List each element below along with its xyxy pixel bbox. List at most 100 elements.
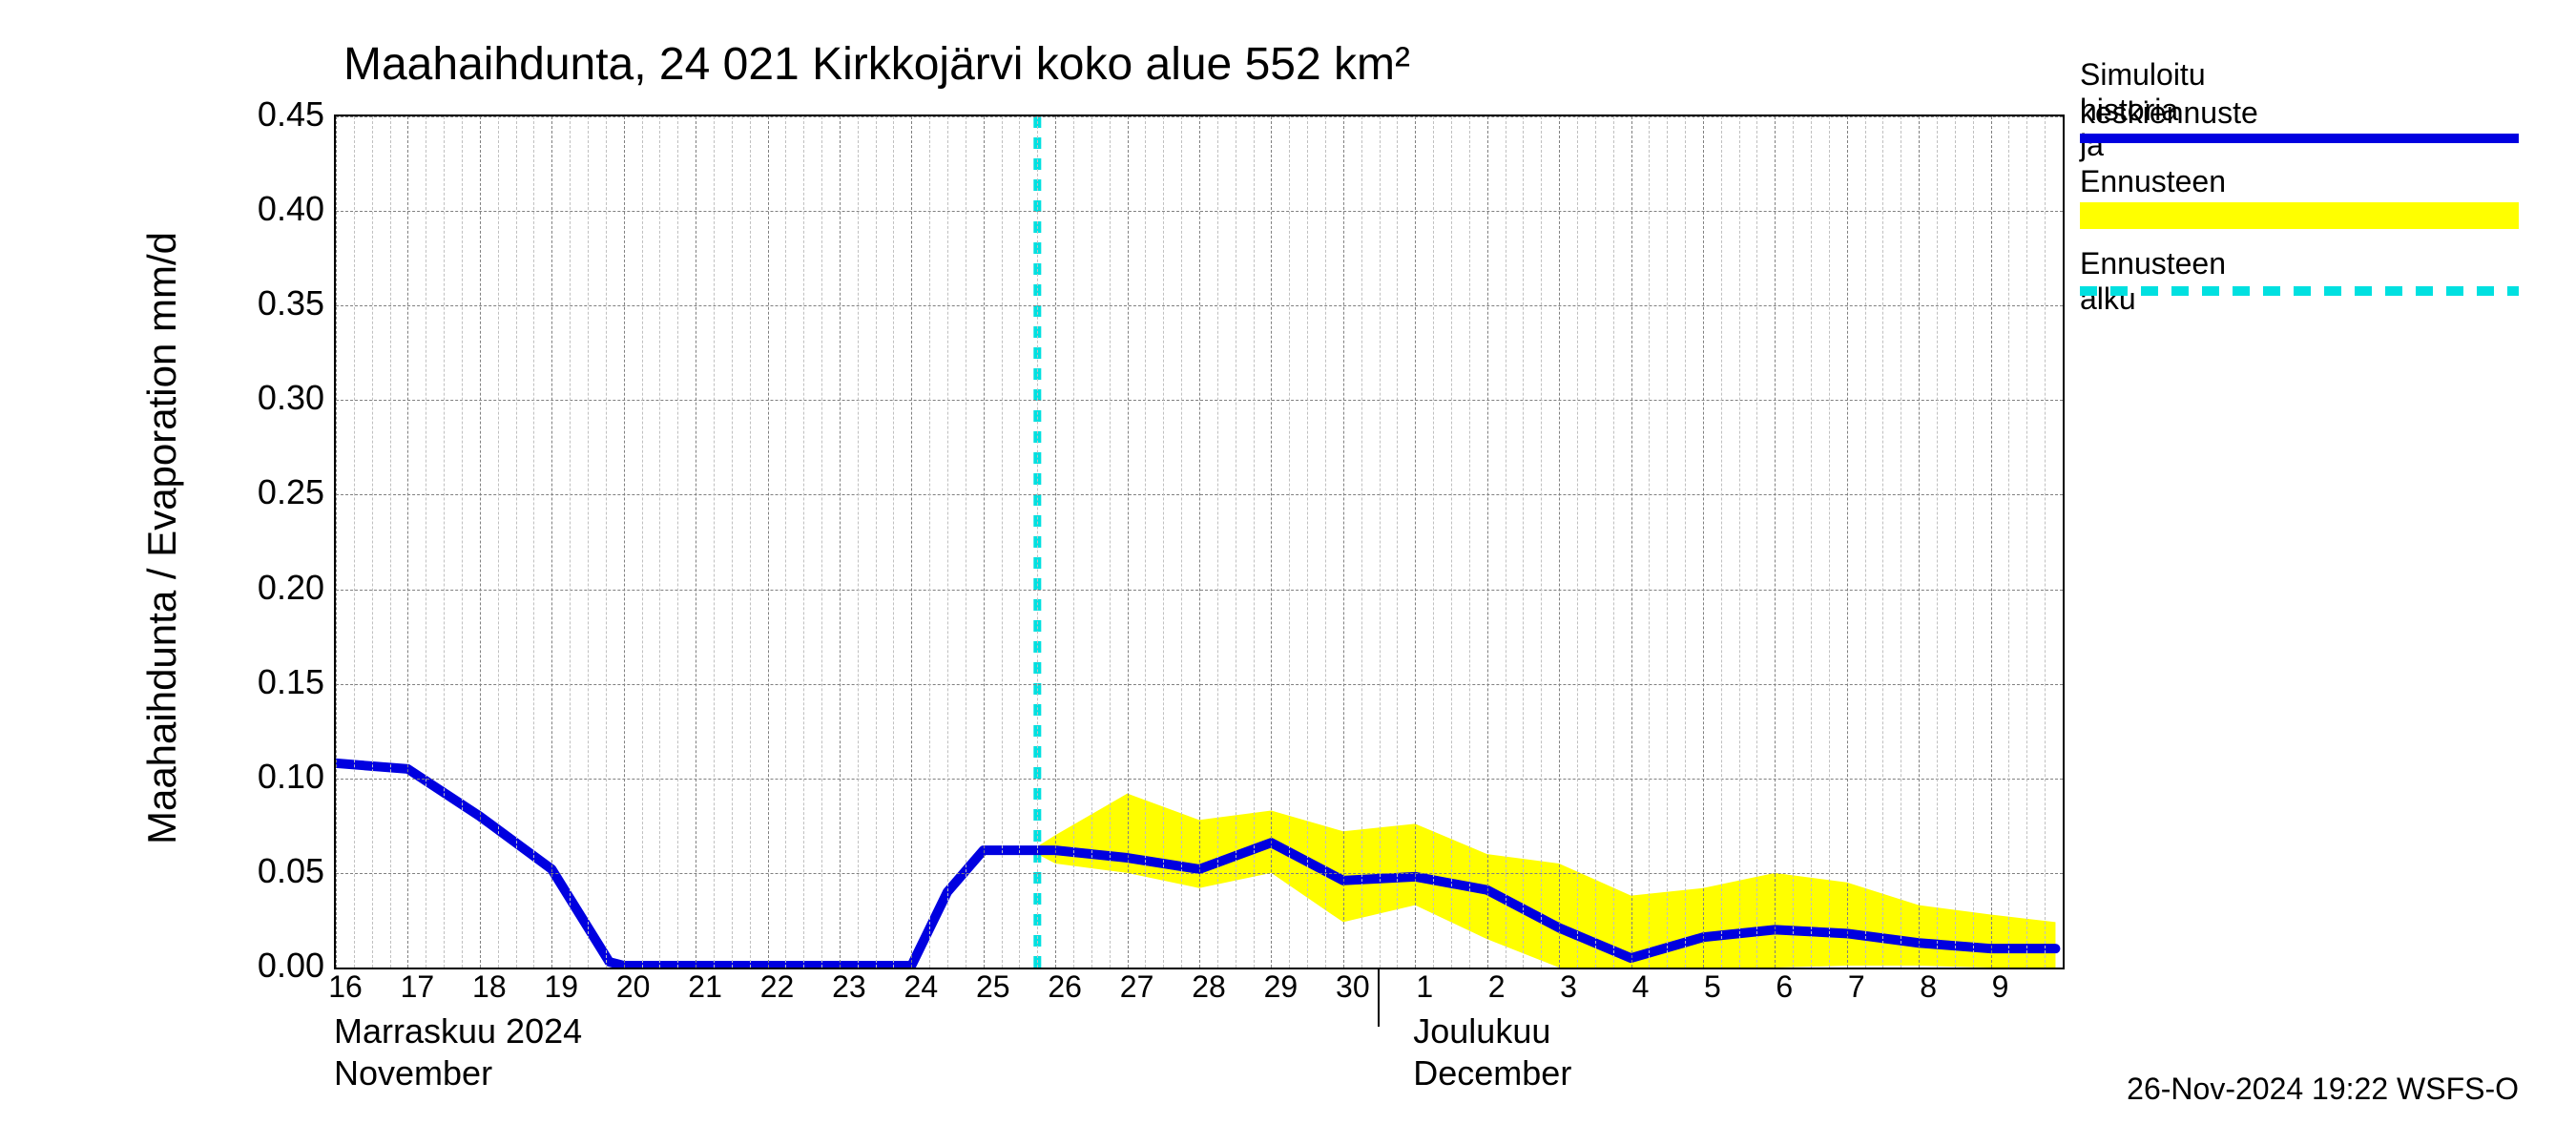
- x-tick-label: 6: [1776, 969, 1793, 1005]
- minor-grid-v: [893, 116, 894, 968]
- minor-grid-v: [1739, 116, 1740, 968]
- minor-grid-v: [929, 116, 930, 968]
- grid-line-v: [407, 116, 408, 968]
- minor-grid-v: [1685, 116, 1686, 968]
- grid-line-v: [1559, 116, 1560, 968]
- minor-grid-v: [1163, 116, 1164, 968]
- grid-line-v: [840, 116, 841, 968]
- x-tick-label: 17: [401, 969, 435, 1005]
- legend-label: Ennusteen alku: [2080, 246, 2226, 317]
- minor-grid-v: [1577, 116, 1578, 968]
- minor-grid-v: [1289, 116, 1290, 968]
- minor-grid-v: [1037, 116, 1038, 968]
- y-tick-label: 0.45: [219, 94, 324, 135]
- minor-grid-v: [1325, 116, 1326, 968]
- minor-grid-v: [1091, 116, 1092, 968]
- y-tick-label: 0.15: [219, 662, 324, 702]
- grid-line-v: [1631, 116, 1632, 968]
- minor-grid-v: [462, 116, 463, 968]
- chart-container: Maahaihdunta, 24 021 Kirkkojärvi koko al…: [0, 0, 2576, 1145]
- x-tick-label: 8: [1920, 969, 1937, 1005]
- minor-grid-v: [372, 116, 373, 968]
- x-tick-label: 26: [1048, 969, 1082, 1005]
- grid-line-v: [984, 116, 985, 968]
- minor-grid-v: [516, 116, 517, 968]
- x-tick-label: 20: [616, 969, 651, 1005]
- legend-swatch: [2080, 284, 2519, 302]
- x-tick-label: 27: [1120, 969, 1154, 1005]
- x-tick-label: 2: [1488, 969, 1506, 1005]
- x-tick-label: 7: [1848, 969, 1865, 1005]
- minor-grid-v: [1110, 116, 1111, 968]
- month-label-en: December: [1413, 1053, 1571, 1093]
- minor-grid-v: [1254, 116, 1255, 968]
- minor-grid-v: [1019, 116, 1020, 968]
- footer-timestamp: 26-Nov-2024 19:22 WSFS-O: [2127, 1072, 2519, 1107]
- minor-grid-v: [1451, 116, 1452, 968]
- legend-label: keskiennuste: [2080, 95, 2258, 131]
- main-series-line: [336, 763, 2055, 966]
- y-tick-label: 0.10: [219, 757, 324, 797]
- x-tick-label: 22: [760, 969, 795, 1005]
- minor-grid-v: [570, 116, 571, 968]
- minor-grid-v: [803, 116, 804, 968]
- minor-grid-v: [1882, 116, 1883, 968]
- grid-line-v: [1415, 116, 1416, 968]
- month-separator: [1378, 969, 1380, 1027]
- chart-title: Maahaihdunta, 24 021 Kirkkojärvi koko al…: [343, 38, 1410, 91]
- x-tick-label: 21: [688, 969, 722, 1005]
- minor-grid-v: [1955, 116, 1956, 968]
- minor-grid-v: [1649, 116, 1650, 968]
- x-tick-label: 1: [1416, 969, 1433, 1005]
- grid-line-v: [1991, 116, 1992, 968]
- minor-grid-v: [732, 116, 733, 968]
- grid-line-v: [1271, 116, 1272, 968]
- y-tick-label: 0.35: [219, 283, 324, 323]
- minor-grid-v: [1073, 116, 1074, 968]
- x-tick-label: 4: [1632, 969, 1650, 1005]
- minor-grid-v: [821, 116, 822, 968]
- minor-grid-v: [1380, 116, 1381, 968]
- minor-grid-v: [1181, 116, 1182, 968]
- y-tick-label: 0.25: [219, 472, 324, 512]
- minor-grid-v: [1829, 116, 1830, 968]
- minor-grid-v: [1756, 116, 1757, 968]
- minor-grid-v: [1397, 116, 1398, 968]
- y-tick-label: 0.30: [219, 378, 324, 418]
- grid-line-v: [1343, 116, 1344, 968]
- minor-grid-v: [714, 116, 715, 968]
- y-axis-label: Maahaihdunta / Evaporation mm/d: [139, 109, 185, 968]
- grid-line-v: [1847, 116, 1848, 968]
- grid-line-v: [480, 116, 481, 968]
- minor-grid-v: [390, 116, 391, 968]
- x-tick-label: 23: [832, 969, 866, 1005]
- minor-grid-v: [354, 116, 355, 968]
- x-tick-label: 25: [976, 969, 1010, 1005]
- minor-grid-v: [947, 116, 948, 968]
- x-tick-label: 16: [328, 969, 363, 1005]
- x-tick-label: 3: [1560, 969, 1577, 1005]
- minor-grid-v: [1217, 116, 1218, 968]
- grid-line-v: [911, 116, 912, 968]
- minor-grid-v: [1865, 116, 1866, 968]
- minor-grid-v: [1523, 116, 1524, 968]
- y-tick-label: 0.20: [219, 568, 324, 608]
- month-label-fi: Joulukuu: [1413, 1011, 1550, 1051]
- minor-grid-v: [1811, 116, 1812, 968]
- x-tick-label: 30: [1336, 969, 1370, 1005]
- grid-line-v: [1487, 116, 1488, 968]
- x-tick-label: 24: [904, 969, 939, 1005]
- month-label-fi: Marraskuu 2024: [334, 1011, 582, 1051]
- x-tick-label: 5: [1704, 969, 1721, 1005]
- minor-grid-v: [1721, 116, 1722, 968]
- minor-grid-v: [1002, 116, 1003, 968]
- minor-grid-v: [659, 116, 660, 968]
- grid-line-v: [551, 116, 552, 968]
- minor-grid-v: [1613, 116, 1614, 968]
- minor-grid-v: [677, 116, 678, 968]
- minor-grid-v: [858, 116, 859, 968]
- minor-grid-v: [1595, 116, 1596, 968]
- minor-grid-v: [606, 116, 607, 968]
- month-label-en: November: [334, 1053, 492, 1093]
- minor-grid-v: [2026, 116, 2027, 968]
